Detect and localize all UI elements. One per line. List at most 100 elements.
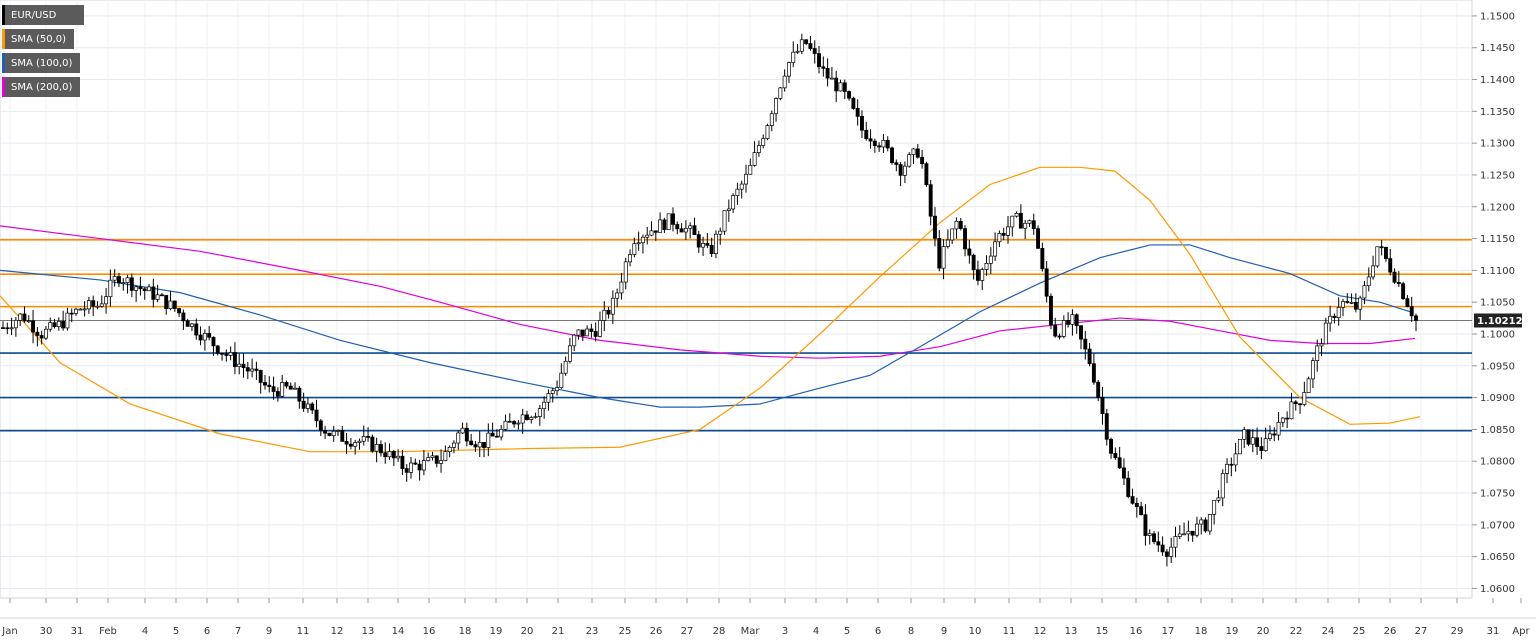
candle-bull [1207, 513, 1212, 532]
x-tick-label: 27 [1415, 626, 1428, 637]
candle-bear [847, 91, 852, 99]
candle-bear [963, 228, 967, 250]
candle-bull [1177, 533, 1182, 537]
candle-bear [924, 163, 929, 186]
legend-swatch [2, 53, 5, 73]
candle-bear [971, 254, 976, 271]
candle-bull [357, 440, 362, 443]
candle-bear [323, 430, 328, 434]
candle-bull [546, 393, 551, 403]
x-tick-label: Feb [99, 626, 117, 637]
candle-bull [713, 233, 718, 254]
candle-bull [112, 276, 117, 281]
x-tick-label: 18 [459, 626, 472, 637]
candle-bull [1371, 265, 1376, 278]
candle-bull [1302, 392, 1307, 405]
candle-bull [439, 460, 444, 464]
candle-bear [1139, 506, 1144, 516]
candle-bull [598, 320, 602, 337]
candle-bull [430, 455, 435, 458]
x-tick-label: 16 [1130, 626, 1143, 637]
levels [0, 239, 1472, 432]
candle-bull [86, 300, 91, 310]
legend-item[interactable]: SMA (100,0) [2, 53, 81, 73]
candle-bear [1100, 396, 1105, 414]
y-tick-label: 1.1150 [1480, 234, 1515, 245]
legend-label: SMA (100,0) [11, 57, 73, 69]
y-tick-label: 1.0600 [1480, 584, 1515, 595]
candle-bear [1079, 325, 1083, 340]
legend-item[interactable]: SMA (200,0) [2, 77, 81, 97]
candle-bear [172, 300, 177, 309]
candle-bull [456, 432, 461, 444]
candle-bull [585, 328, 590, 337]
candle-bull [168, 300, 173, 309]
legend-label: SMA (50,0) [11, 33, 67, 45]
candle-bear [370, 436, 375, 452]
candle-bear [1272, 433, 1277, 436]
candle-bull [1070, 314, 1075, 325]
candle-bear [1388, 258, 1393, 273]
candle-bull [1061, 320, 1066, 337]
candle-bull [1268, 433, 1272, 439]
candle-bull [795, 50, 800, 53]
candle-bull [361, 436, 366, 442]
candle-bull [1310, 360, 1315, 380]
candle-bull [542, 401, 547, 409]
candle-bull [477, 442, 482, 448]
y-tick-label: 1.1050 [1480, 298, 1515, 309]
candle-bear [696, 234, 701, 248]
candle-bull [683, 227, 688, 233]
candle-bull [121, 282, 126, 285]
sma-200-line [0, 225, 1416, 359]
candle-bear [1117, 457, 1122, 469]
candle-bear [593, 331, 598, 337]
candle-bull [945, 239, 950, 247]
candle-bear [263, 382, 267, 386]
candle-bear [933, 215, 937, 239]
candle-bull [331, 430, 336, 436]
candle-bull [516, 422, 521, 425]
candle-bear [1091, 363, 1096, 383]
candle-bear [254, 368, 259, 371]
candle-bull [1010, 215, 1015, 228]
candle-bull [1233, 453, 1238, 466]
candle-bull [1328, 315, 1333, 324]
candle-bear [310, 403, 315, 411]
candle-bear [494, 435, 499, 438]
candle-bull [1242, 429, 1247, 440]
y-tick-label: 1.1450 [1480, 43, 1515, 54]
candle-bear [318, 420, 323, 431]
candle-bear [890, 147, 894, 163]
candle-bear [490, 432, 495, 437]
y-tick-label: 1.1200 [1480, 202, 1515, 213]
legend-item[interactable]: EUR/USD [2, 5, 84, 25]
candle-bear [958, 220, 963, 229]
legend-item[interactable]: SMA (50,0) [2, 29, 75, 49]
candle-bear [821, 66, 826, 69]
candle-bull [537, 408, 542, 417]
candle-bull [726, 208, 731, 211]
candle-bull [1014, 213, 1019, 217]
candle-bear [220, 352, 224, 355]
legend-label: EUR/USD [11, 9, 57, 21]
candle-bull [26, 320, 31, 323]
candle-bear [1031, 220, 1036, 230]
x-tick-label: 24 [1322, 626, 1335, 637]
candle-bear [860, 116, 864, 131]
candle-bear [967, 248, 972, 256]
sma-100-line [0, 244, 1411, 408]
candle-bull [147, 286, 151, 292]
candle-bear [271, 386, 276, 392]
x-tick-label: 5 [844, 626, 850, 637]
x-tick-label: 16 [423, 626, 436, 637]
candle-bear [606, 309, 611, 315]
x-tick-label: 15 [1096, 626, 1109, 637]
x-tick-label: 4 [142, 626, 148, 637]
candle-bull [387, 451, 392, 458]
candle-bull [421, 460, 426, 471]
candle-bear [709, 245, 714, 254]
x-tick-label: 6 [875, 626, 881, 637]
candle-bull [619, 281, 624, 294]
